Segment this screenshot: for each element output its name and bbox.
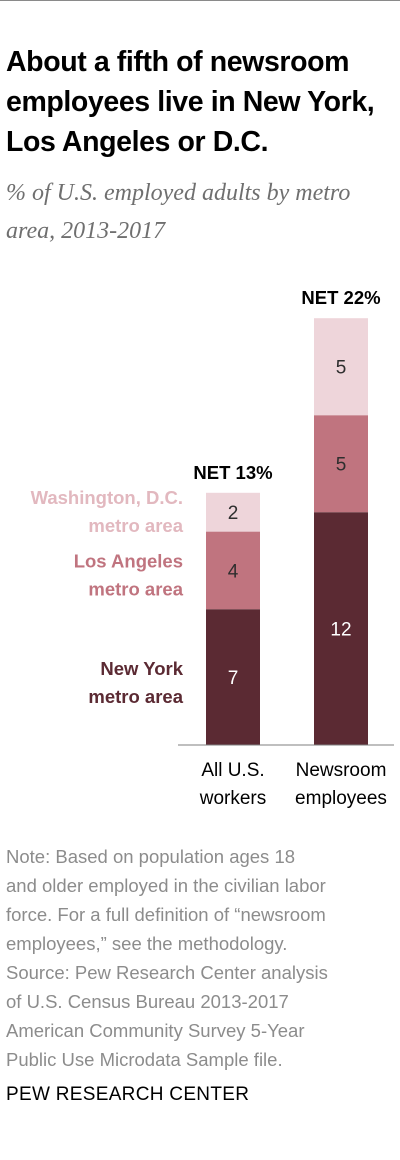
data-label: 2 — [228, 503, 239, 524]
category-label: employees — [295, 788, 387, 809]
note-line: and older employed in the civilian labor — [6, 875, 326, 896]
category-label: All U.S. — [201, 760, 264, 781]
legend-label: metro area — [88, 578, 183, 599]
bar-segment — [314, 512, 368, 745]
category-label: Newsroom — [296, 760, 387, 781]
legend-label: Washington, D.C. — [31, 487, 183, 508]
note-line: Public Use Microdata Sample file. — [6, 1049, 283, 1070]
chart-subtitle: % of U.S. employed adults by metro area,… — [6, 180, 351, 244]
bar-segment — [206, 609, 260, 745]
chart-note: Note: Based on population ages 18 and ol… — [6, 842, 398, 1074]
total-label: NET 22% — [301, 287, 380, 308]
bar-segment — [314, 318, 368, 416]
top-rule — [0, 0, 400, 1]
source-credit: PEW RESEARCH CENTER — [6, 1084, 250, 1105]
stacked-bar-chart: 7 4 2 NET 13% All U.S. workers 12 5 5 NET 22% News… — [31, 287, 394, 809]
category-label: workers — [199, 788, 267, 809]
bar-segment — [206, 492, 260, 532]
note-line: American Community Survey 5-Year — [6, 1020, 305, 1041]
bar-segment — [314, 415, 368, 513]
note-line: of U.S. Census Bureau 2013-2017 — [6, 991, 289, 1012]
data-label: 12 — [330, 620, 351, 641]
note-line: Note: Based on population ages 18 — [6, 846, 296, 867]
data-label: 5 — [336, 358, 347, 379]
note-line: employees,” see the methodology. — [6, 933, 288, 954]
data-label: 4 — [228, 561, 239, 582]
data-label: 5 — [336, 455, 347, 476]
bar-segment — [206, 531, 260, 610]
chart-title: About a fifth of newsroom employees live… — [6, 46, 375, 158]
data-label: 7 — [228, 668, 239, 689]
legend-label: metro area — [88, 515, 183, 536]
note-line: Source: Pew Research Center analysis — [6, 962, 328, 983]
legend-label: Los Angeles — [74, 550, 183, 571]
total-label: NET 13% — [193, 462, 272, 483]
legend-label: metro area — [88, 686, 183, 707]
legend-label: New York — [100, 658, 183, 679]
note-line: force. For a full definition of “newsroo… — [6, 904, 326, 925]
